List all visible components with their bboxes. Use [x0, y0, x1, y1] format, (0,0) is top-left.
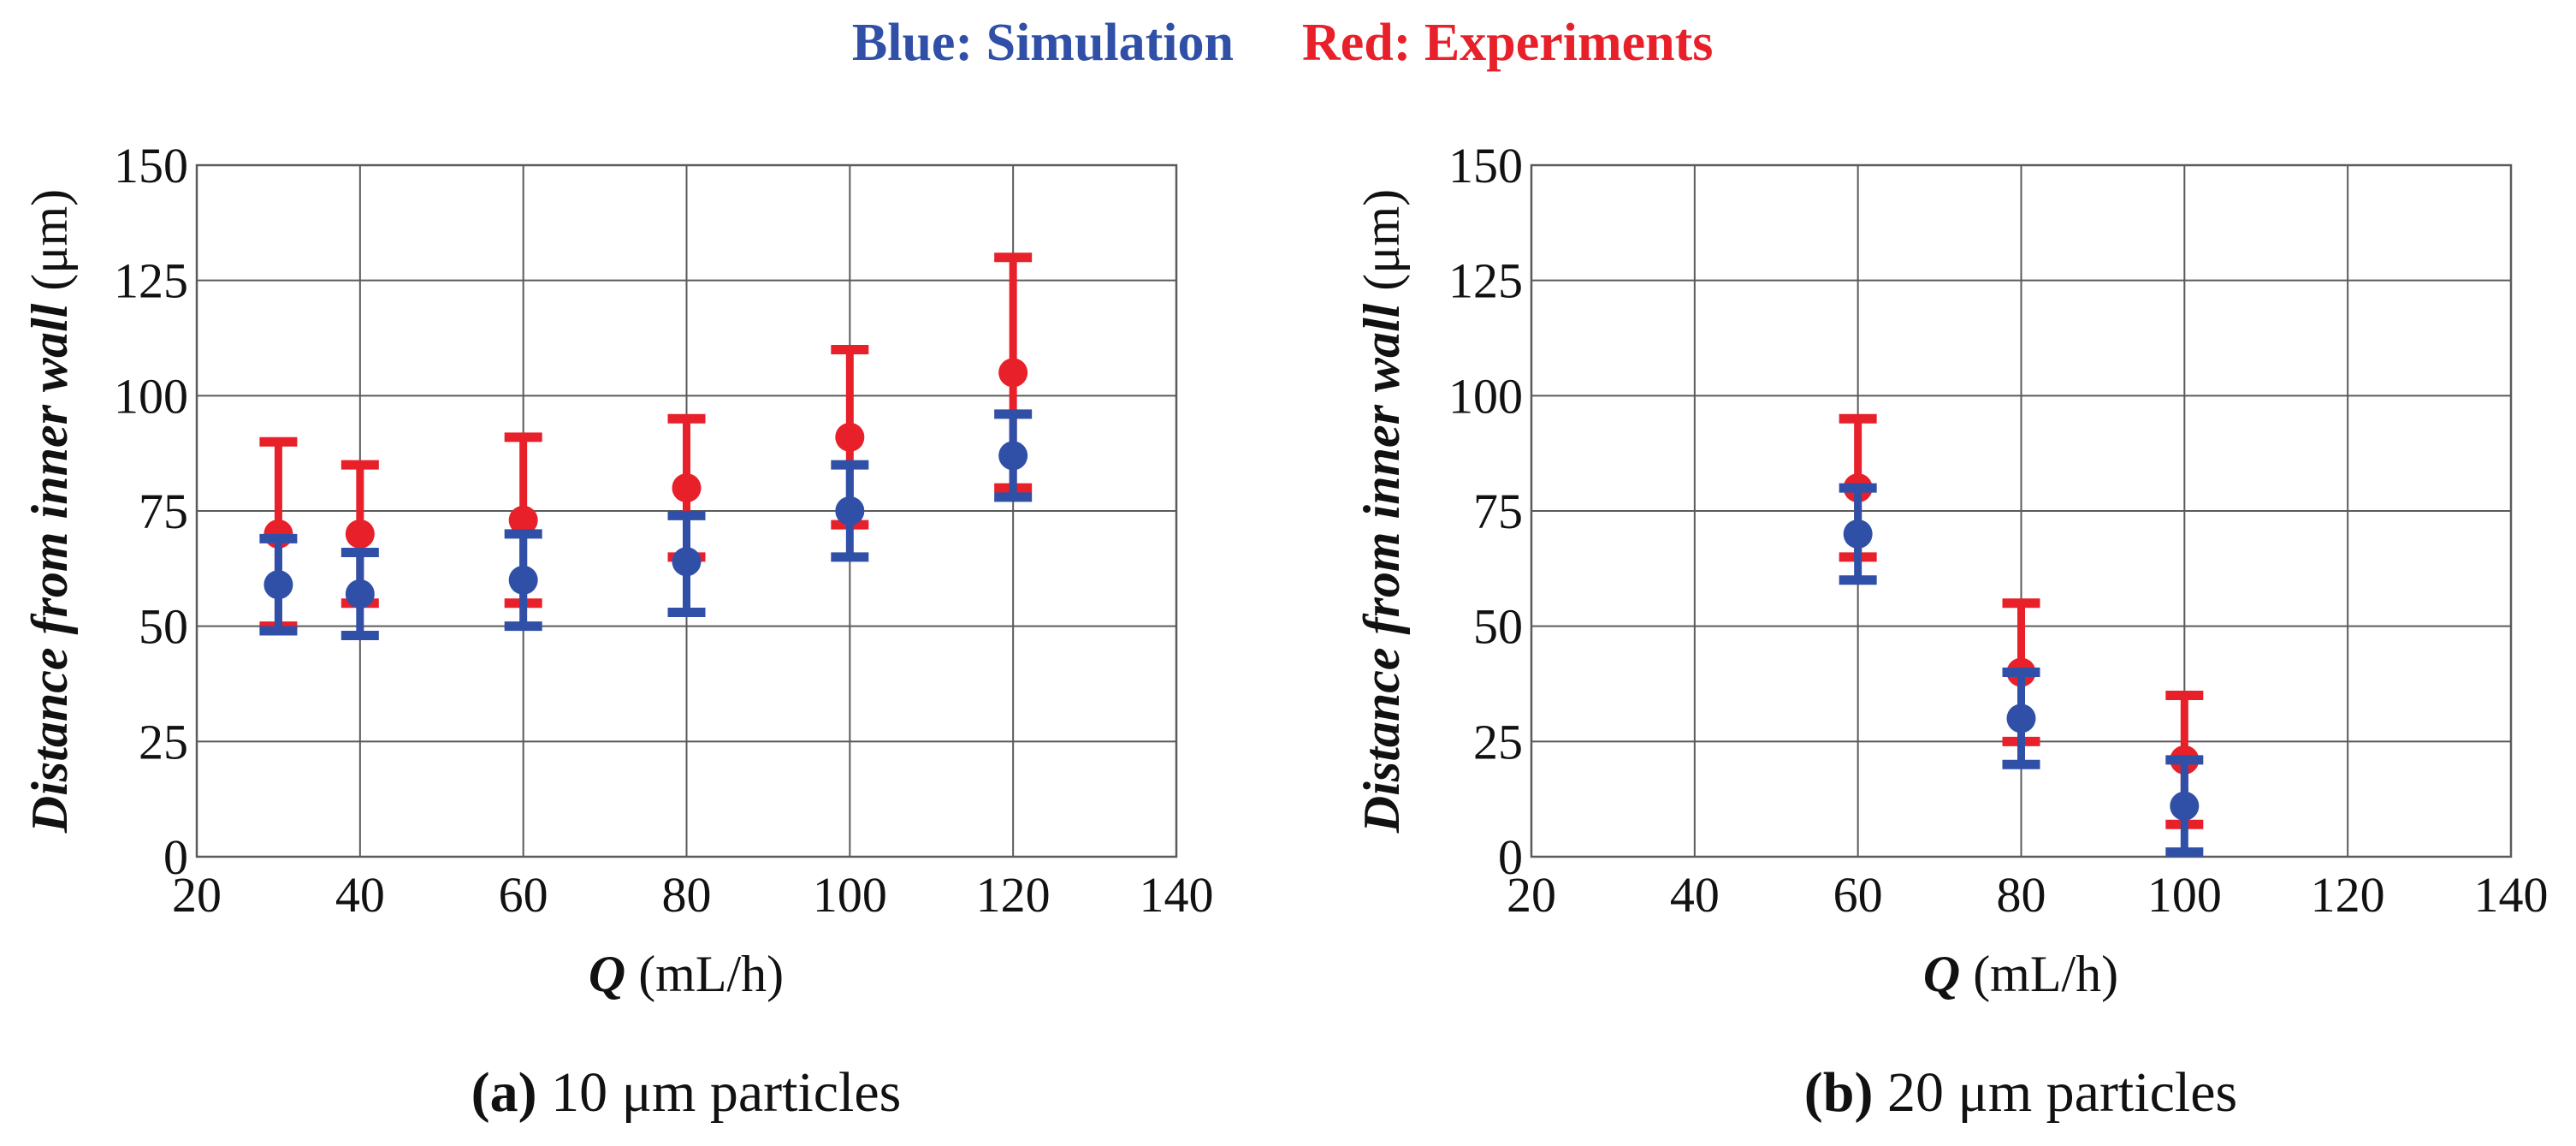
- panel-b-y-tick-label: 0: [1498, 829, 1523, 885]
- panel-a-simulation-point: [672, 547, 702, 577]
- panel-b-x-tick-label: 40: [1670, 867, 1720, 923]
- panel-a-y-tick-label: 150: [114, 138, 188, 193]
- panel-b-y-tick-label: 75: [1473, 484, 1523, 539]
- panel-a-simulation-point: [345, 579, 375, 609]
- panel-a-y-tick-label: 100: [114, 368, 188, 424]
- panel-b-y-tick-label: 150: [1448, 138, 1523, 193]
- panel-a-y-tick-label: 0: [163, 829, 188, 885]
- panel-b-tick-labels: 20 40 60 80 100 120 140 0 25 50 75 100 125 150: [1448, 138, 2549, 923]
- panel-a-x-tick-label: 100: [813, 867, 887, 923]
- panel-b-y-axis-title: Distance from inner wall (μm): [1353, 189, 1410, 834]
- panel-a-simulation-point-group: [667, 510, 706, 618]
- panel-a-x-axis-title: Q (mL/h): [589, 946, 784, 1002]
- panel-a-tick-labels: 20 40 60 80 100 120 140 0 25 50 75 100 125 150: [114, 138, 1214, 923]
- panel-a-simulation-point-group: [994, 409, 1033, 502]
- panel-a-simulation-point: [264, 570, 293, 600]
- panel-a-simulation-point: [508, 565, 538, 595]
- panel-b-x-axis-title: Q (mL/h): [1923, 946, 2118, 1002]
- panel-b-y-tick-label: 25: [1473, 714, 1523, 769]
- panel-a-x-tick-label: 80: [662, 867, 712, 923]
- panel-b-x-tick-label: 80: [1997, 867, 2046, 923]
- panel-a-x-axis-unit: (mL/h): [625, 946, 784, 1002]
- panel-a-y-tick-label: 125: [114, 253, 188, 309]
- panel-a-simulation-point-group: [259, 533, 298, 636]
- panel-b-marks: [1839, 413, 2204, 858]
- panel-a-x-tick-label: 60: [499, 867, 548, 923]
- panel-b-x-tick-label: 140: [2474, 867, 2549, 923]
- panel-a-simulation-point-group: [504, 529, 542, 632]
- panel-a-experiments-point: [835, 422, 865, 452]
- panel-b-simulation-point: [2006, 704, 2036, 733]
- panel-a: 20 40 60 80 100 120 140 0 25 50 75 100 125 150 Distan…: [21, 138, 1214, 1124]
- panel-a-x-tick-label: 20: [172, 867, 222, 923]
- panel-a-plot-area: [195, 163, 1178, 858]
- panel-a-experiments-point: [998, 358, 1028, 388]
- panel-b-x-tick-label: 60: [1833, 867, 1883, 923]
- panel-b-caption-text: 20 μm particles: [1873, 1061, 2237, 1124]
- panel-a-simulation-point-group: [831, 460, 869, 562]
- panel-b-y-tick-label: 100: [1448, 368, 1523, 424]
- panel-a-simulation-point-group: [341, 547, 379, 640]
- panel-b-plot-area: [1530, 163, 2513, 858]
- panel-a-x-axis-variable: Q: [589, 946, 625, 1002]
- panel-a-y-tick-label: 25: [139, 714, 188, 769]
- panel-a-y-axis-title: Distance from inner wall (μm): [21, 189, 78, 834]
- panel-a-x-tick-label: 140: [1140, 867, 1214, 923]
- panel-b-simulation-point: [2170, 791, 2200, 821]
- panel-a-experiments-point: [508, 505, 538, 535]
- panel-b-simulation-point-group: [2002, 668, 2040, 769]
- panel-a-y-axis-title-unit: (μm): [21, 189, 78, 304]
- legend-simulation-label: Blue: Simulation: [852, 14, 1234, 72]
- panel-a-marks: [259, 252, 1033, 640]
- panel-b-x-axis-unit: (mL/h): [1960, 946, 2118, 1002]
- panel-b-x-tick-label: 100: [2147, 867, 2222, 923]
- panel-b-y-tick-label: 125: [1448, 253, 1523, 309]
- panel-a-simulation-point: [835, 496, 865, 525]
- panel-a-simulation-point: [998, 441, 1028, 471]
- panel-b-y-tick-label: 50: [1473, 599, 1523, 655]
- panel-a-x-tick-label: 40: [335, 867, 385, 923]
- panel-a-y-tick-label: 50: [139, 599, 188, 655]
- panel-a-experiments-point: [345, 519, 375, 549]
- legend: Blue: Simulation Red: Experiments: [852, 14, 1714, 72]
- panel-b-y-axis-title-unit: (μm): [1353, 189, 1410, 304]
- panel-b-simulation-point-group: [1839, 483, 1877, 585]
- legend-experiments-label: Red: Experiments: [1302, 14, 1713, 72]
- panel-a-y-tick-label: 75: [139, 484, 188, 539]
- panel-b-x-tick-label: 20: [1507, 867, 1556, 923]
- panel-a-caption-text: 10 μm particles: [537, 1061, 902, 1124]
- panel-b-y-axis-title-text: Distance from inner wall: [1353, 303, 1410, 834]
- panel-a-y-axis-title-text: Distance from inner wall: [21, 303, 78, 834]
- panel-b-x-axis-variable: Q: [1923, 946, 1960, 1002]
- panel-b: 20 40 60 80 100 120 140 0 25 50 75 100 125 150 Distan…: [1353, 138, 2549, 1124]
- panel-b-simulation-point: [1843, 519, 1873, 549]
- panel-a-caption-prefix: (a): [471, 1061, 537, 1124]
- panel-b-x-tick-label: 120: [2311, 867, 2385, 923]
- panel-b-caption: (b) 20 μm particles: [1804, 1061, 2237, 1124]
- panel-b-simulation-point-group: [2165, 755, 2204, 858]
- panel-a-experiments-point: [672, 473, 702, 503]
- panel-a-caption: (a) 10 μm particles: [471, 1061, 902, 1124]
- panel-a-x-tick-label: 120: [976, 867, 1051, 923]
- panel-b-caption-prefix: (b): [1804, 1061, 1874, 1124]
